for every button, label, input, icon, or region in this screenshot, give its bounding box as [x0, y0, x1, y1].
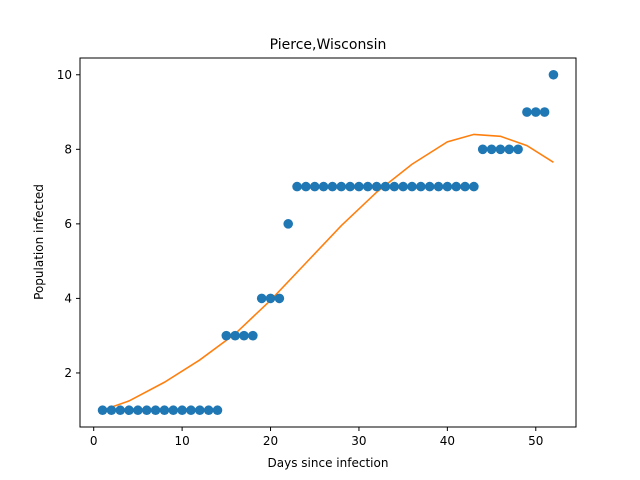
plot-background: [80, 58, 576, 427]
data-point: [522, 107, 532, 117]
x-axis-label: Days since infection: [268, 456, 389, 470]
chart-title: Pierce,Wisconsin: [270, 37, 387, 53]
data-point: [530, 107, 541, 117]
data-point: [195, 405, 205, 416]
y-tick-label: 8: [64, 142, 72, 156]
data-point: [177, 405, 187, 416]
x-tick-label: 0: [90, 434, 98, 448]
data-point: [407, 181, 417, 192]
data-point: [274, 293, 285, 304]
data-point: [97, 405, 108, 416]
y-tick-label: 10: [57, 68, 72, 82]
data-point: [292, 181, 302, 192]
data-point: [212, 405, 223, 416]
data-point: [124, 405, 134, 416]
data-point: [239, 330, 249, 341]
data-point: [345, 181, 355, 192]
data-point: [186, 405, 196, 416]
x-tick-label: 30: [351, 434, 366, 448]
data-point: [469, 181, 479, 192]
data-point: [168, 405, 179, 416]
data-point: [141, 405, 152, 416]
data-point: [221, 330, 232, 341]
data-point: [256, 293, 267, 304]
data-point: [150, 405, 161, 416]
data-point: [433, 181, 444, 192]
fit-curve-layer: [102, 133, 554, 411]
data-point: [106, 405, 117, 416]
data-point: [133, 405, 143, 416]
data-point: [416, 181, 426, 192]
data-point: [327, 181, 338, 192]
y-tick-label: 4: [64, 291, 72, 305]
data-points-layer: [97, 69, 559, 416]
fit-curve: [102, 133, 554, 411]
axis-ticks-layer: 0 10 20 30 40 50 2 4 6 8 10: [57, 68, 544, 448]
data-point: [301, 181, 311, 192]
data-point: [504, 144, 515, 155]
data-point: [451, 181, 462, 192]
data-point: [159, 405, 170, 416]
data-point: [336, 181, 347, 192]
data-point: [486, 144, 497, 155]
y-axis-label: Population infected: [32, 184, 46, 300]
data-point: [442, 181, 453, 192]
y-tick-label: 6: [64, 217, 72, 231]
data-point: [495, 144, 506, 155]
data-point: [548, 69, 559, 80]
x-tick-label: 10: [174, 434, 189, 448]
data-point: [354, 181, 364, 192]
x-tick-label: 40: [440, 434, 455, 448]
data-point: [230, 330, 240, 341]
data-point: [362, 181, 373, 192]
data-point: [513, 144, 523, 155]
data-point: [265, 293, 276, 304]
data-point: [477, 144, 488, 155]
data-point: [389, 181, 400, 192]
data-point: [398, 181, 408, 192]
data-point: [371, 181, 382, 192]
x-tick-label: 20: [263, 434, 278, 448]
data-point: [380, 181, 391, 192]
x-tick-label: 50: [528, 434, 543, 448]
data-point: [318, 181, 329, 192]
y-tick-label: 2: [64, 366, 72, 380]
data-point: [203, 405, 214, 416]
data-point: [115, 405, 126, 416]
data-point: [283, 219, 294, 229]
data-point: [460, 181, 470, 192]
data-point: [539, 107, 550, 117]
data-point: [424, 181, 435, 192]
data-point: [248, 330, 258, 341]
data-point: [309, 181, 320, 192]
plot-frame: [79, 57, 577, 428]
